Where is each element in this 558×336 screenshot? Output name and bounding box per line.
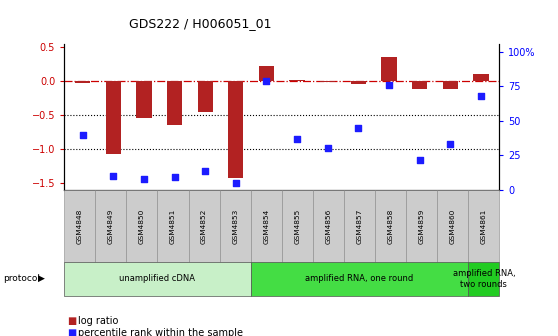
Text: GSM4855: GSM4855: [294, 208, 300, 244]
Text: GSM4854: GSM4854: [263, 208, 270, 244]
Text: amplified RNA, one round: amplified RNA, one round: [305, 275, 413, 283]
Text: GSM4850: GSM4850: [139, 208, 145, 244]
Text: log ratio: log ratio: [78, 316, 118, 326]
Text: protocol: protocol: [3, 275, 40, 283]
Text: GSM4859: GSM4859: [418, 208, 425, 244]
Bar: [136, 81, 152, 119]
Bar: [259, 66, 274, 81]
Point: [262, 78, 271, 84]
Bar: [473, 74, 489, 81]
Text: percentile rank within the sample: percentile rank within the sample: [78, 328, 243, 336]
Text: unamplified cDNA: unamplified cDNA: [119, 275, 195, 283]
Text: GSM4856: GSM4856: [325, 208, 331, 244]
Point: [477, 93, 485, 99]
Point: [415, 157, 424, 162]
Text: ■: ■: [67, 328, 76, 336]
Text: GSM4849: GSM4849: [108, 208, 114, 244]
Text: GSM4851: GSM4851: [170, 208, 176, 244]
Bar: [351, 81, 366, 84]
Point: [78, 132, 87, 137]
Text: ▶: ▶: [38, 275, 45, 283]
Text: GSM4860: GSM4860: [450, 208, 456, 244]
Bar: [290, 80, 305, 81]
Point: [446, 142, 455, 147]
Point: [109, 173, 118, 179]
Text: GSM4848: GSM4848: [76, 208, 83, 244]
Point: [292, 136, 301, 141]
Text: GSM4858: GSM4858: [388, 208, 393, 244]
Text: GSM4853: GSM4853: [232, 208, 238, 244]
Bar: [228, 81, 243, 178]
Text: GSM4857: GSM4857: [357, 208, 363, 244]
Bar: [412, 81, 427, 89]
Point: [232, 180, 240, 185]
Text: amplified RNA,
two rounds: amplified RNA, two rounds: [453, 269, 515, 289]
Point: [170, 175, 179, 180]
Text: GSM4861: GSM4861: [481, 208, 487, 244]
Point: [201, 168, 210, 173]
Bar: [105, 81, 121, 155]
Bar: [198, 81, 213, 112]
Point: [354, 125, 363, 130]
Text: ■: ■: [67, 316, 76, 326]
Bar: [442, 81, 458, 89]
Bar: [75, 81, 90, 83]
Bar: [167, 81, 182, 125]
Bar: [382, 57, 397, 81]
Point: [384, 82, 393, 88]
Bar: [320, 81, 335, 82]
Point: [140, 176, 148, 181]
Text: GDS222 / H006051_01: GDS222 / H006051_01: [129, 17, 272, 30]
Point: [323, 146, 332, 151]
Text: GSM4852: GSM4852: [201, 208, 207, 244]
